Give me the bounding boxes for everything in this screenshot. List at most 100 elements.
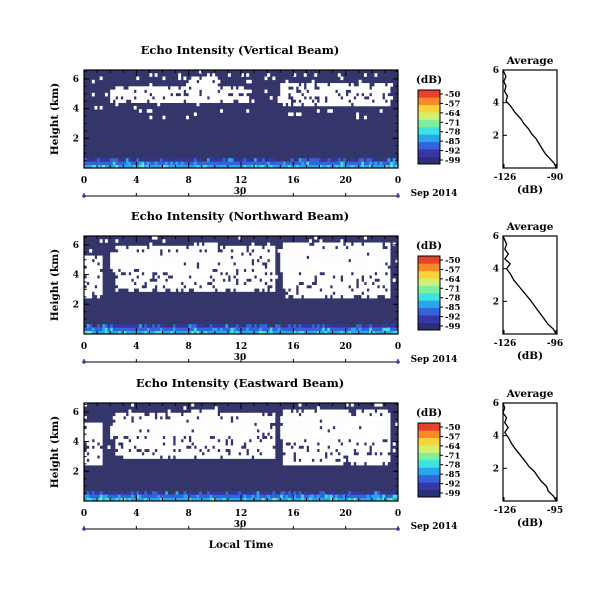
date-label: Sep 2014 bbox=[411, 355, 458, 365]
colorbar-swatch bbox=[418, 149, 440, 157]
panel-1: 0 4 8 12 16 20 0 6 4 2 Echo Intensity (Vertical Be… bbox=[49, 43, 563, 199]
colorbar-tick-label: -85 bbox=[445, 470, 460, 480]
profile-y-tick-label: 4 bbox=[493, 432, 499, 442]
profile-title: Average bbox=[506, 388, 554, 400]
x-tick-label: 4 bbox=[133, 176, 139, 186]
x-tick-label: 0 bbox=[395, 176, 401, 186]
colorbar-title: (dB) bbox=[416, 407, 442, 419]
profile-frame bbox=[502, 69, 558, 169]
profile-y-tick-label: 6 bbox=[493, 66, 499, 76]
colorbar-swatch bbox=[418, 278, 440, 286]
colorbar-swatch bbox=[418, 437, 440, 446]
colorbar-swatch bbox=[418, 112, 440, 120]
colorbar-tick-label: -71 bbox=[445, 451, 460, 461]
profile-x-tick-label: -126 bbox=[494, 339, 517, 349]
x-tick-label: 12 bbox=[235, 176, 248, 186]
y-axis-label: Height (km) bbox=[49, 249, 61, 321]
colorbar-swatch bbox=[418, 270, 440, 279]
colorbar-swatch bbox=[418, 256, 440, 264]
colorbar-tick-label: -71 bbox=[445, 118, 460, 128]
profile-line bbox=[502, 402, 557, 502]
date-marker-end bbox=[396, 527, 400, 531]
colorbar-title: (dB) bbox=[416, 240, 442, 252]
y-tick-label: 6 bbox=[73, 75, 79, 85]
profile-y-tick-label: 2 bbox=[493, 131, 499, 141]
profile-y-tick-label: 4 bbox=[493, 265, 499, 275]
x-tick-label: 16 bbox=[287, 176, 300, 186]
date-label: Sep 2014 bbox=[411, 189, 458, 199]
colorbar-frame bbox=[417, 255, 441, 331]
colorbar-title: (dB) bbox=[416, 74, 442, 86]
colorbar-tick-label: -50 bbox=[445, 423, 460, 433]
colorbar-swatch bbox=[418, 90, 440, 98]
y-tick-label: 4 bbox=[73, 271, 79, 281]
date-tick-label: 30 bbox=[234, 520, 247, 530]
profile-x-label: (dB) bbox=[517, 517, 543, 529]
x-tick-label: 0 bbox=[395, 342, 401, 352]
profile-frame bbox=[502, 235, 558, 335]
profile-y-tick-label: 2 bbox=[493, 297, 499, 307]
colorbar-swatch bbox=[418, 263, 440, 272]
colorbar-tick-label: -78 bbox=[445, 128, 460, 138]
date-tick-label: 30 bbox=[234, 187, 247, 197]
colorbar: (dB)-50-57-64-71-78-85-92-99 bbox=[416, 407, 461, 499]
colorbar-tick-label: -92 bbox=[445, 147, 460, 157]
date-marker-end bbox=[396, 360, 400, 364]
profile-x-label: (dB) bbox=[517, 350, 543, 362]
profile-x-label: (dB) bbox=[517, 184, 543, 196]
y-tick-label: 4 bbox=[73, 105, 79, 115]
x-tick-label: 0 bbox=[81, 509, 87, 519]
colorbar-swatch bbox=[418, 467, 440, 476]
profile-x-tick-label: -126 bbox=[494, 506, 517, 516]
profile-y-tick-label: 4 bbox=[493, 99, 499, 109]
y-tick-label: 6 bbox=[73, 408, 79, 418]
colorbar-swatch bbox=[418, 322, 440, 331]
heatmap-title: Echo Intensity (Eastward Beam) bbox=[136, 376, 344, 390]
x-tick-label: 16 bbox=[287, 509, 300, 519]
colorbar-swatch bbox=[418, 423, 440, 431]
x-tick-label: 8 bbox=[186, 176, 192, 186]
profile-y-tick-label: 2 bbox=[493, 464, 499, 474]
colorbar-swatch bbox=[418, 482, 440, 490]
colorbar-tick-label: -85 bbox=[445, 303, 460, 313]
colorbar-tick-label: -50 bbox=[445, 90, 460, 100]
y-tick-label: 2 bbox=[73, 467, 79, 477]
panel-2: 0 4 8 12 16 20 0 6 4 2 Echo Intensity (Northward B… bbox=[49, 209, 563, 365]
y-axis-label: Height (km) bbox=[49, 416, 61, 488]
date-label: Sep 2014 bbox=[411, 522, 458, 532]
x-tick-label: 16 bbox=[287, 342, 300, 352]
colorbar: (dB)-50-57-64-71-78-85-92-99 bbox=[416, 240, 461, 332]
colorbar-tick-label: -64 bbox=[445, 275, 460, 285]
colorbar-swatch bbox=[418, 315, 440, 323]
profile-y-tick-label: 6 bbox=[493, 232, 499, 242]
colorbar-tick-label: -92 bbox=[445, 313, 460, 323]
colorbar-frame bbox=[417, 422, 441, 498]
colorbar-swatch bbox=[418, 141, 440, 150]
colorbar-swatch bbox=[418, 489, 440, 498]
date-marker-end bbox=[396, 194, 400, 198]
profile-line bbox=[502, 235, 557, 335]
colorbar-tick-label: -92 bbox=[445, 480, 460, 490]
colorbar-tick-label: -57 bbox=[445, 99, 460, 109]
colorbar: (dB)-50-57-64-71-78-85-92-99 bbox=[416, 74, 461, 166]
y-tick-label: 2 bbox=[73, 300, 79, 310]
colorbar-swatch bbox=[418, 300, 440, 309]
heatmap-cells bbox=[84, 236, 399, 335]
colorbar-tick-label: -64 bbox=[445, 109, 460, 119]
colorbar-swatch bbox=[418, 156, 440, 165]
x-tick-label: 20 bbox=[339, 176, 352, 186]
x-tick-label: 0 bbox=[395, 509, 401, 519]
colorbar-swatch bbox=[418, 293, 440, 301]
colorbar-tick-label: -50 bbox=[445, 256, 460, 266]
profile-title: Average bbox=[506, 55, 554, 67]
colorbar-tick-label: -78 bbox=[445, 294, 460, 304]
profile-plot: Average 6 4 2 -126 -96 (dB) bbox=[493, 221, 563, 362]
x-tick-label: 0 bbox=[81, 342, 87, 352]
profile-title: Average bbox=[506, 221, 554, 233]
profile-x-tick-label: -96 bbox=[547, 339, 563, 349]
colorbar-swatch bbox=[418, 134, 440, 143]
x-tick-label: 4 bbox=[133, 509, 139, 519]
colorbar-swatch bbox=[418, 445, 440, 453]
x-tick-label: 20 bbox=[339, 342, 352, 352]
